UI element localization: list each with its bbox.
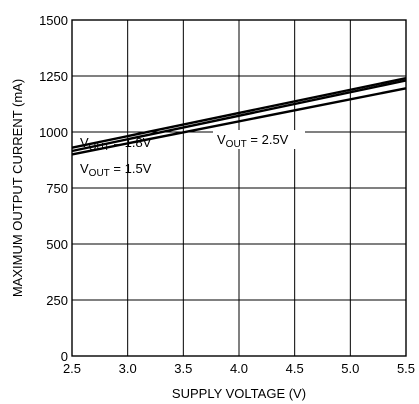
x-axis-title: SUPPLY VOLTAGE (V) <box>172 386 306 401</box>
series-label-3: VOUT = 1.5V <box>80 161 152 179</box>
series-label-background <box>213 130 305 149</box>
y-tick-label: 750 <box>46 181 68 196</box>
y-tick-label: 500 <box>46 237 68 252</box>
x-tick-labels: 2.5 3.0 3.5 4.0 4.5 5.0 5.5 <box>63 361 415 376</box>
grid <box>72 20 406 356</box>
y-tick-label: 1250 <box>39 69 68 84</box>
series-label-1: VOUT = 1.8V <box>80 135 152 153</box>
y-tick-label: 1500 <box>39 13 68 28</box>
series-line-3 <box>71 87 407 156</box>
y-axis-title: MAXIMUM OUTPUT CURRENT (mA) <box>10 79 25 297</box>
x-tick-label: 5.5 <box>397 361 415 376</box>
series-lines <box>71 77 407 156</box>
series-label-2: VOUT = 2.5V <box>217 132 289 150</box>
y-tick-labels: 0 250 500 750 1000 1250 1500 <box>39 13 68 364</box>
series-labels: VOUT = 1.8V VOUT = 2.5V VOUT = 1.5V <box>80 130 305 179</box>
y-tick-label: 1000 <box>39 125 68 140</box>
x-tick-label: 4.0 <box>230 361 248 376</box>
series-line-1 <box>71 77 407 149</box>
x-tick-label: 5.0 <box>341 361 359 376</box>
plot-frame <box>71 19 407 357</box>
y-tick-label: 0 <box>61 349 68 364</box>
x-tick-label: 4.5 <box>286 361 304 376</box>
x-tick-label: 3.0 <box>119 361 137 376</box>
series-line-2 <box>71 79 407 153</box>
x-tick-label: 2.5 <box>63 361 81 376</box>
y-tick-label: 250 <box>46 293 68 308</box>
x-tick-label: 3.5 <box>174 361 192 376</box>
